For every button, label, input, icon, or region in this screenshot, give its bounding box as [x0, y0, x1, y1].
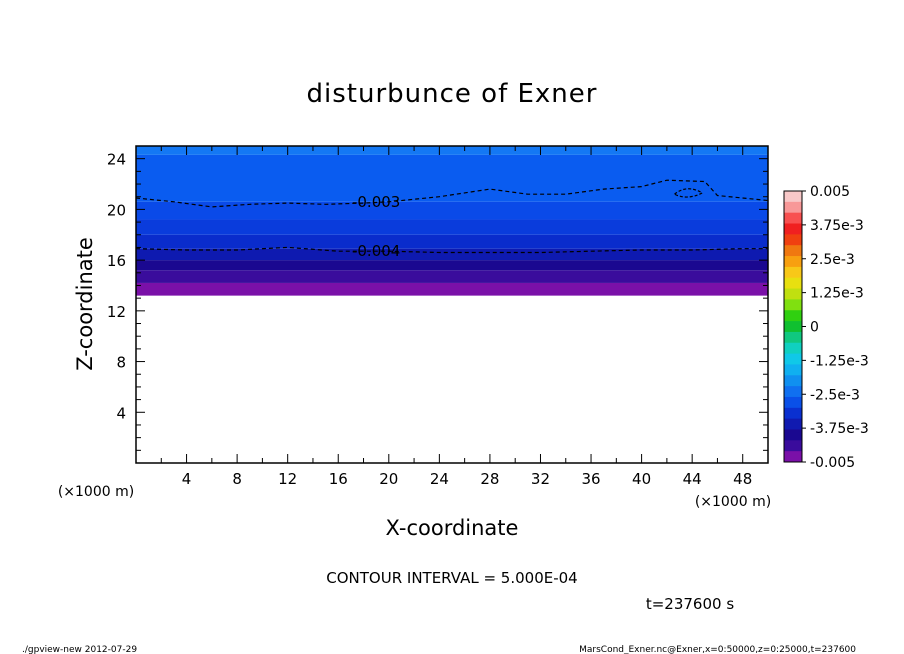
colorbar-swatch-1	[784, 201, 802, 214]
colorbar-label-2: 2.5e-3	[810, 252, 855, 268]
colorbar-swatch-0	[784, 191, 802, 203]
footer-right: MarsCond_Exner.nc@Exner,x=0:50000,z=0:25…	[579, 645, 856, 654]
chart-title: disturbunce of Exner	[307, 79, 598, 109]
colorbar-label-4: 0	[810, 320, 819, 336]
y-axis: 4 8 12 16 20 24	[107, 145, 768, 464]
colorbar: 0.005 3.75e-3 2.5e-3 1.25e-3 0 -1.25e-3 -2.5e-…	[783, 184, 869, 471]
colorbar-swatch-21	[784, 418, 802, 430]
x-tick-label-0: 4	[182, 470, 192, 488]
y-tick-label-5: 24	[107, 151, 126, 169]
y-tick-label-1: 8	[116, 354, 126, 372]
colorbar-swatch-5	[784, 245, 802, 257]
band-4	[136, 234, 768, 249]
x-axis: 4 8 12 16 20 24 28 32 36 40 44 48	[135, 146, 769, 488]
y-tick-label-3: 16	[107, 252, 126, 270]
colorbar-swatch-19	[784, 396, 802, 409]
colorbar-label-7: -3.75e-3	[810, 421, 869, 437]
band-6	[136, 201, 768, 220]
colorbar-swatch-8	[784, 277, 802, 290]
x-tick-label-5: 24	[430, 470, 449, 488]
colorbar-swatch-12	[784, 321, 802, 333]
x-tick-label-1: 8	[232, 470, 242, 488]
x-tick-label-6: 28	[480, 470, 499, 488]
contour-label-0: -0.003	[352, 193, 400, 211]
colorbar-label-1: 3.75e-3	[810, 218, 864, 234]
colorbar-swatch-16	[784, 364, 802, 376]
colorbar-label-6: -2.5e-3	[810, 387, 860, 403]
band-3	[136, 248, 768, 261]
band-7	[136, 154, 768, 202]
colorbar-label-0: 0.005	[810, 184, 850, 200]
band-5	[136, 219, 768, 235]
x-unit-right: (×1000 m)	[695, 494, 771, 510]
colorbar-swatch-3	[784, 223, 802, 235]
plot-fill	[136, 146, 768, 296]
colorbar-swatch-17	[784, 375, 802, 387]
colorbar-label-8: -0.005	[810, 455, 855, 471]
x-tick-label-11: 48	[733, 470, 752, 488]
x-tick-label-7: 32	[531, 470, 550, 488]
colorbar-swatch-24	[784, 451, 802, 463]
colorbar-swatch-9	[784, 288, 802, 300]
colorbar-swatch-20	[784, 407, 802, 420]
contour-interval: CONTOUR INTERVAL = 5.000E-04	[326, 569, 577, 587]
x-tick-label-9: 40	[632, 470, 651, 488]
time-label: t=237600 s	[646, 595, 734, 613]
colorbar-swatch-15	[784, 353, 802, 365]
colorbar-swatch-11	[784, 310, 802, 322]
y-axis-label: Z-coordinate	[73, 237, 97, 371]
contour-line-0	[135, 179, 769, 208]
band-1	[136, 270, 768, 283]
y-tick-label-4: 20	[107, 201, 126, 219]
colorbar-swatch-4	[784, 234, 802, 246]
contour-loop	[673, 188, 704, 198]
colorbar-swatch-2	[784, 212, 802, 225]
x-axis-label: X-coordinate	[386, 516, 519, 540]
x-tick-label-8: 36	[581, 470, 600, 488]
colorbar-label-3: 1.25e-3	[810, 286, 864, 302]
colorbar-swatch-10	[784, 299, 802, 311]
colorbar-label-5: -1.25e-3	[810, 353, 869, 369]
colorbar-swatch-23	[784, 440, 802, 452]
colorbar-swatch-6	[784, 256, 802, 268]
band-8	[136, 146, 768, 155]
colorbar-swatch-7	[784, 266, 802, 279]
x-tick-label-10: 44	[683, 470, 702, 488]
colorbar-swatch-13	[784, 331, 802, 344]
x-unit-left: (×1000 m)	[58, 484, 134, 500]
contour-lines: -0.003 -0.004	[135, 179, 769, 260]
band-0	[136, 282, 768, 296]
colorbar-swatch-18	[784, 386, 802, 398]
x-tick-label-2: 12	[278, 470, 297, 488]
colorbar-swatch-14	[784, 342, 802, 355]
contour-line-1	[135, 246, 768, 254]
contour-label-1: -0.004	[352, 242, 400, 260]
y-tick-label-0: 4	[116, 404, 126, 422]
band-2	[136, 260, 768, 271]
x-tick-label-3: 16	[329, 470, 348, 488]
y-tick-label-2: 12	[107, 303, 126, 321]
colorbar-swatch-22	[784, 429, 802, 441]
x-tick-label-4: 20	[379, 470, 398, 488]
footer-left: ./gpview-new 2012-07-29	[22, 645, 137, 654]
plot-frame	[135, 145, 769, 464]
